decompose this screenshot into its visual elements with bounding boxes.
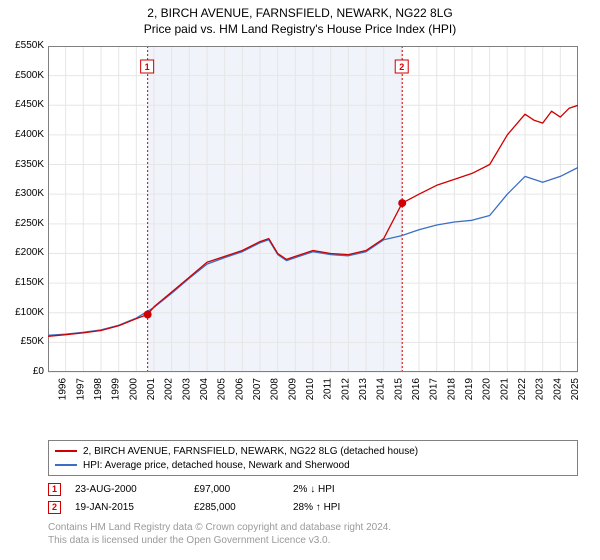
y-tick-label: £500K bbox=[4, 70, 44, 81]
x-tick-label: 1996 bbox=[58, 378, 69, 401]
marker-date: 19-JAN-2015 bbox=[75, 502, 180, 513]
x-tick-label: 2012 bbox=[340, 378, 351, 401]
x-tick-label: 2022 bbox=[517, 378, 528, 401]
x-tick-label: 1999 bbox=[111, 378, 122, 401]
y-tick-label: £350K bbox=[4, 159, 44, 170]
x-tick-label: 2014 bbox=[376, 378, 387, 401]
x-tick-label: 2003 bbox=[181, 378, 192, 401]
legend-item: 2, BIRCH AVENUE, FARNSFIELD, NEWARK, NG2… bbox=[55, 444, 571, 458]
legend-label: 2, BIRCH AVENUE, FARNSFIELD, NEWARK, NG2… bbox=[83, 446, 418, 457]
x-tick-label: 2007 bbox=[252, 378, 263, 401]
x-tick-label: 2024 bbox=[552, 378, 563, 401]
y-tick-label: £0 bbox=[4, 366, 44, 377]
x-tick-label: 2009 bbox=[287, 378, 298, 401]
x-tick-label: 2018 bbox=[446, 378, 457, 401]
license-line-1: Contains HM Land Registry data © Crown c… bbox=[48, 522, 391, 535]
y-tick-label: £50K bbox=[4, 336, 44, 347]
marker-row: 1 23-AUG-2000 £97,000 2% ↓ HPI bbox=[48, 480, 578, 498]
marker-badge: 2 bbox=[48, 501, 61, 514]
x-tick-label: 2015 bbox=[393, 378, 404, 401]
y-tick-label: £200K bbox=[4, 247, 44, 258]
x-tick-label: 2017 bbox=[429, 378, 440, 401]
y-tick-label: £150K bbox=[4, 277, 44, 288]
marker-table: 1 23-AUG-2000 £97,000 2% ↓ HPI 2 19-JAN-2015 £… bbox=[48, 480, 578, 516]
x-tick-label: 2023 bbox=[535, 378, 546, 401]
x-tick-label: 1997 bbox=[75, 378, 86, 401]
x-tick-label: 2004 bbox=[199, 378, 210, 401]
marker-row: 2 19-JAN-2015 £285,000 28% ↑ HPI bbox=[48, 498, 578, 516]
y-tick-label: £100K bbox=[4, 307, 44, 318]
legend-swatch bbox=[55, 464, 77, 466]
legend: 2, BIRCH AVENUE, FARNSFIELD, NEWARK, NG2… bbox=[48, 440, 578, 476]
marker-price: £285,000 bbox=[194, 502, 279, 513]
y-tick-label: £550K bbox=[4, 40, 44, 51]
license-notice: Contains HM Land Registry data © Crown c… bbox=[48, 522, 391, 547]
marker-price: £97,000 bbox=[194, 484, 279, 495]
y-tick-label: £250K bbox=[4, 218, 44, 229]
x-tick-label: 2005 bbox=[217, 378, 228, 401]
marker-dot bbox=[398, 199, 406, 207]
x-tick-label: 2019 bbox=[464, 378, 475, 401]
x-tick-label: 2013 bbox=[358, 378, 369, 401]
x-tick-label: 2011 bbox=[323, 378, 334, 400]
x-tick-label: 2021 bbox=[499, 378, 510, 401]
y-tick-label: £400K bbox=[4, 129, 44, 140]
marker-pct: 28% ↑ HPI bbox=[293, 502, 388, 513]
y-tick-label: £450K bbox=[4, 99, 44, 110]
page-subtitle: Price paid vs. HM Land Registry's House … bbox=[0, 22, 600, 36]
x-tick-label: 2020 bbox=[482, 378, 493, 401]
legend-swatch bbox=[55, 450, 77, 452]
price-chart: 1 2 1995 1996 1997 1998 1999 2000 2001 2002 2003 20… bbox=[48, 46, 578, 406]
x-tick-label: 2010 bbox=[305, 378, 316, 401]
marker-date: 23-AUG-2000 bbox=[75, 484, 180, 495]
x-tick-label: 1998 bbox=[93, 378, 104, 401]
x-tick-label: 2001 bbox=[146, 378, 157, 401]
marker-badge-label: 2 bbox=[399, 62, 404, 72]
marker-dot bbox=[144, 311, 152, 319]
marker-pct: 2% ↓ HPI bbox=[293, 484, 388, 495]
marker-badge: 1 bbox=[48, 483, 61, 496]
y-tick-label: £300K bbox=[4, 188, 44, 199]
x-tick-label: 2025 bbox=[570, 378, 578, 401]
page-title: 2, BIRCH AVENUE, FARNSFIELD, NEWARK, NG2… bbox=[0, 6, 600, 20]
x-tick-label: 1995 bbox=[48, 378, 51, 401]
legend-item: HPI: Average price, detached house, Newa… bbox=[55, 458, 571, 472]
x-tick-label: 2000 bbox=[128, 378, 139, 401]
legend-label: HPI: Average price, detached house, Newa… bbox=[83, 460, 350, 471]
marker-badge-label: 1 bbox=[145, 62, 150, 72]
license-line-2: This data is licensed under the Open Gov… bbox=[48, 535, 391, 548]
x-tick-label: 2006 bbox=[234, 378, 245, 401]
x-tick-label: 2002 bbox=[164, 378, 175, 401]
x-tick-label: 2016 bbox=[411, 378, 422, 401]
x-tick-label: 2008 bbox=[270, 378, 281, 401]
